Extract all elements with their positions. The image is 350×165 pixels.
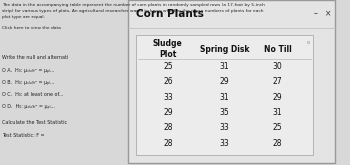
- Text: Calculate the Test Statistic: Calculate the Test Statistic: [2, 120, 67, 125]
- Text: 29: 29: [220, 78, 229, 86]
- Text: The data in the accompanying table represent the number of corn plants in random: The data in the accompanying table repre…: [2, 3, 265, 7]
- Text: Test Statistic: F =: Test Statistic: F =: [2, 133, 45, 138]
- Text: No Till: No Till: [264, 45, 292, 53]
- Text: O A.  H₀: μₛₗᵤ₉ᵣᵉ = μₚₗ...: O A. H₀: μₛₗᵤ₉ᵣᵉ = μₚₗ...: [2, 68, 54, 73]
- Text: 27: 27: [273, 78, 282, 86]
- Text: 25: 25: [163, 62, 173, 71]
- FancyBboxPatch shape: [128, 0, 335, 163]
- Text: plot type are equal.: plot type are equal.: [2, 15, 45, 19]
- Text: strip) for various types of plots. An agricultural researcher wants to know whet: strip) for various types of plots. An ag…: [2, 9, 264, 13]
- Text: –   ×: – ×: [314, 10, 332, 18]
- Text: 35: 35: [220, 108, 229, 117]
- Text: 29: 29: [163, 108, 173, 117]
- Text: O C.  H₀: at least one of...: O C. H₀: at least one of...: [2, 92, 63, 97]
- Text: 28: 28: [163, 123, 173, 132]
- Text: 26: 26: [163, 78, 173, 86]
- Text: 25: 25: [273, 123, 282, 132]
- FancyBboxPatch shape: [136, 35, 313, 155]
- Text: 28: 28: [273, 139, 282, 148]
- Text: O B.  H₀: μₛₗᵤ₉ᵣᵉ = μₚₗ...: O B. H₀: μₛₗᵤ₉ᵣᵉ = μₚₗ...: [2, 80, 55, 85]
- Text: Corn Plants: Corn Plants: [136, 9, 204, 19]
- Text: 33: 33: [220, 123, 229, 132]
- Text: 31: 31: [220, 93, 229, 102]
- Text: 33: 33: [163, 93, 173, 102]
- Text: 31: 31: [273, 108, 282, 117]
- Text: Write the null and alternati: Write the null and alternati: [2, 55, 68, 60]
- Text: Sludge
Plot: Sludge Plot: [153, 39, 183, 59]
- Text: 29: 29: [273, 93, 282, 102]
- Text: 31: 31: [220, 62, 229, 71]
- Text: O D.  H₀: μₛₗᵤ₉ᵣᵉ = μₚₗ...: O D. H₀: μₛₗᵤ₉ᵣᵉ = μₚₗ...: [2, 104, 55, 109]
- Text: 33: 33: [220, 139, 229, 148]
- Text: Click here to view the data: Click here to view the data: [2, 26, 61, 30]
- Text: 30: 30: [273, 62, 282, 71]
- Text: o: o: [307, 40, 309, 45]
- Text: Spring Disk: Spring Disk: [200, 45, 249, 53]
- Text: 28: 28: [163, 139, 173, 148]
